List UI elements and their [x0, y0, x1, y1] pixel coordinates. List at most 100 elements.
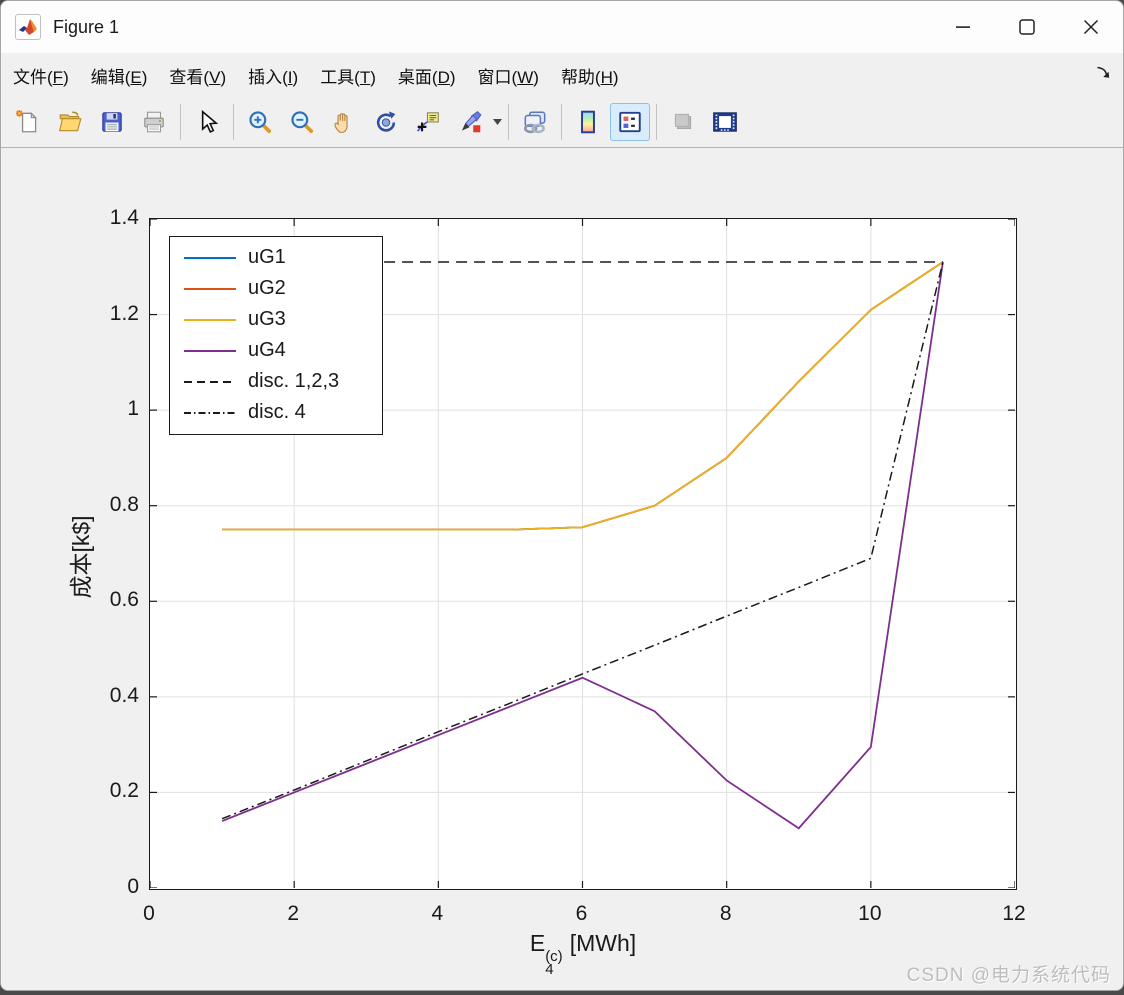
legend-icon: [619, 111, 641, 133]
insert-legend-button[interactable]: [610, 103, 650, 141]
toolbar-separator: [508, 104, 509, 140]
show-plot-tools-button[interactable]: [705, 103, 745, 141]
legend-line-sample: [184, 380, 236, 383]
rotate-3d-button[interactable]: [366, 103, 406, 141]
menu-item-w[interactable]: 窗口(W): [477, 67, 539, 87]
toolbar-separator: [180, 104, 181, 140]
legend-label: uG3: [248, 308, 286, 330]
link-plot-button[interactable]: [515, 103, 555, 141]
zoom-in-icon: [249, 111, 272, 134]
title-bar: Figure 1: [1, 1, 1123, 53]
minimize-button[interactable]: [931, 1, 995, 53]
plot-browser-icon: [674, 113, 692, 130]
y-tick-label: 0.4: [109, 683, 139, 707]
watermark-text: CSDN @电力系统代码: [906, 965, 1111, 986]
y-tick-label: 0.8: [109, 492, 139, 516]
open-file-button[interactable]: [50, 103, 90, 141]
legend-line-sample: [184, 318, 236, 321]
menu-item-v[interactable]: 查看(V): [169, 67, 227, 87]
legend-row[interactable]: disc. 4: [170, 397, 382, 428]
hide-plot-tools-button: [663, 103, 703, 141]
legend-line-sample: [184, 349, 236, 352]
legend-line-sample: [184, 411, 236, 414]
x-axis-label-subscript: 4: [545, 961, 554, 978]
series-uG4: [221, 261, 944, 830]
legend-row[interactable]: disc. 1,2,3: [170, 366, 382, 397]
dock-plot-tools-icon: [713, 112, 737, 132]
menu-item-i[interactable]: 插入(I): [248, 67, 299, 87]
x-tick-label: 0: [143, 902, 155, 925]
zoom-in-button[interactable]: [240, 103, 280, 141]
legend-line-sample: [184, 256, 236, 259]
legend-row[interactable]: uG2: [170, 273, 382, 304]
legend-box[interactable]: uG1 uG2 uG3 uG4 disc. 1,2,3 disc. 4: [169, 236, 383, 435]
plot-svg: [150, 219, 1015, 888]
figure-canvas: 0 2 4 6 8 10 12 0 0.2 0.4 0.6 0.8 1 1.2 1.4 E (c) 4 [MWh]…: [1, 148, 1123, 990]
x-tick-label: 12: [1002, 902, 1026, 925]
legend-line-sample: [184, 287, 236, 290]
cursor-icon: [201, 109, 219, 133]
menu-item-f[interactable]: 文件(F): [13, 67, 69, 87]
zoom-out-icon: [291, 111, 314, 134]
x-tick-label: 10: [858, 902, 882, 925]
toolbar-separator: [233, 104, 234, 140]
print-button[interactable]: [134, 103, 174, 141]
pointer-button[interactable]: [187, 103, 227, 141]
x-axis-label: E (c) 4 [MWh]: [363, 930, 803, 978]
open-file-icon: [59, 111, 82, 132]
legend-row[interactable]: uG3: [170, 304, 382, 335]
pan-icon: [334, 113, 348, 133]
y-tick-label: 0.2: [109, 779, 139, 803]
legend-label: uG4: [248, 339, 286, 361]
legend-row[interactable]: uG4: [170, 335, 382, 366]
brush-dropdown-caret-icon[interactable]: [491, 103, 503, 141]
x-axis-label-superscript: (c): [545, 948, 563, 965]
dock-figure-arrow-icon[interactable]: [1095, 65, 1111, 86]
zoom-out-button[interactable]: [282, 103, 322, 141]
toolbar-separator: [561, 104, 562, 140]
x-tick-label: 8: [719, 902, 732, 925]
y-tick-label: 1: [127, 397, 139, 421]
colorbar-icon: [581, 110, 595, 134]
menu-item-t[interactable]: 工具(T): [320, 67, 376, 87]
window-title: Figure 1: [53, 16, 120, 37]
toolbar: [1, 97, 1123, 148]
series-uG3: [222, 261, 944, 531]
legend-label: uG1: [248, 246, 286, 268]
close-button[interactable]: [1059, 1, 1123, 53]
new-figure-icon: [16, 110, 37, 133]
legend-row[interactable]: uG1: [170, 242, 382, 273]
series-disc-4: [221, 261, 944, 820]
save-icon: [102, 112, 122, 132]
menu-bar: 文件(F) 编辑(E) 查看(V) 插入(I) 工具(T) 桌面(D) 窗口(W) 帮助(H): [1, 53, 1123, 97]
x-tick-label: 4: [431, 902, 444, 925]
brush-button[interactable]: [450, 103, 490, 141]
new-figure-button[interactable]: [8, 103, 48, 141]
menu-item-h[interactable]: 帮助(H): [560, 67, 619, 87]
link-plot-icon: [524, 111, 546, 134]
save-button[interactable]: [92, 103, 132, 141]
legend-label: disc. 1,2,3: [248, 370, 340, 392]
x-axis-label-symbol: E: [529, 930, 546, 956]
print-icon: [144, 111, 164, 133]
toolbar-separator: [656, 104, 657, 140]
menu-item-e[interactable]: 编辑(E): [90, 67, 148, 87]
y-axis-label: 成本[k$]: [68, 515, 94, 599]
maximize-button[interactable]: [995, 1, 1059, 53]
insert-colorbar-button[interactable]: [568, 103, 608, 141]
rotate-3d-icon: [376, 111, 396, 132]
x-axis-label-unit: [MWh]: [569, 930, 637, 956]
x-tick-label: 6: [575, 902, 588, 925]
legend-label: uG2: [248, 277, 286, 299]
pan-button[interactable]: [324, 103, 364, 141]
legend-label: disc. 4: [248, 401, 306, 423]
brush-icon: [461, 110, 482, 133]
datatip-button[interactable]: [408, 103, 448, 141]
menu-item-d[interactable]: 桌面(D): [397, 67, 456, 87]
y-tick-label: 0.6: [109, 588, 139, 612]
x-tick-label: 2: [287, 902, 299, 925]
y-tick-label: 1.4: [109, 206, 139, 229]
y-tick-label: 1.2: [109, 301, 139, 325]
y-tick-label: 0: [127, 875, 139, 898]
